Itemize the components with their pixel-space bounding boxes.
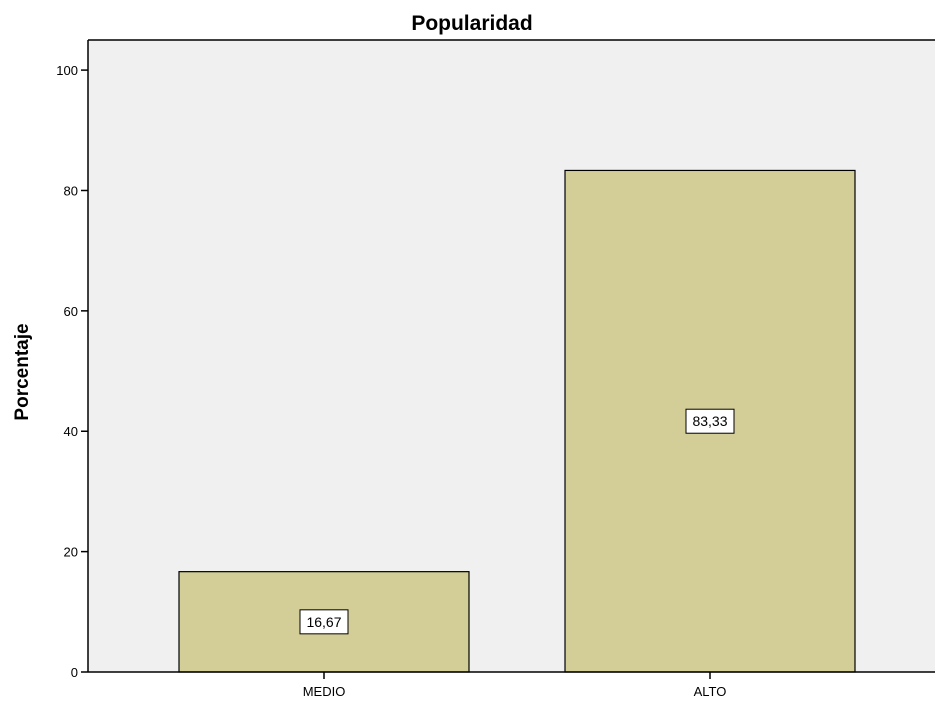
data-labels-layer: 16,67 83,33 <box>299 408 735 635</box>
x-ticks-layer: MEDIO ALTO <box>303 672 727 699</box>
axes-layer <box>87 39 935 673</box>
y-tick-label: 20 <box>64 545 78 560</box>
data-label-value: 83,33 <box>692 413 727 429</box>
y-tick-label: 0 <box>71 665 78 680</box>
y-axis-label: Porcentaje <box>12 323 33 420</box>
x-tick-label-medio: MEDIO <box>303 684 346 699</box>
data-label-alto: 83,33 <box>685 408 735 434</box>
data-label-value: 16,67 <box>306 614 341 630</box>
y-tick-label: 100 <box>56 63 78 78</box>
y-ticks-layer: 0 20 40 60 80 100 <box>56 63 88 680</box>
data-label-medio: 16,67 <box>299 609 349 635</box>
y-tick-label: 40 <box>64 424 78 439</box>
chart-title: Popularidad <box>411 12 532 35</box>
x-tick-label-alto: ALTO <box>694 684 727 699</box>
y-tick-label: 60 <box>64 304 78 319</box>
y-tick-label: 80 <box>64 183 78 198</box>
data-label-box <box>685 408 735 434</box>
data-label-box <box>299 609 349 635</box>
